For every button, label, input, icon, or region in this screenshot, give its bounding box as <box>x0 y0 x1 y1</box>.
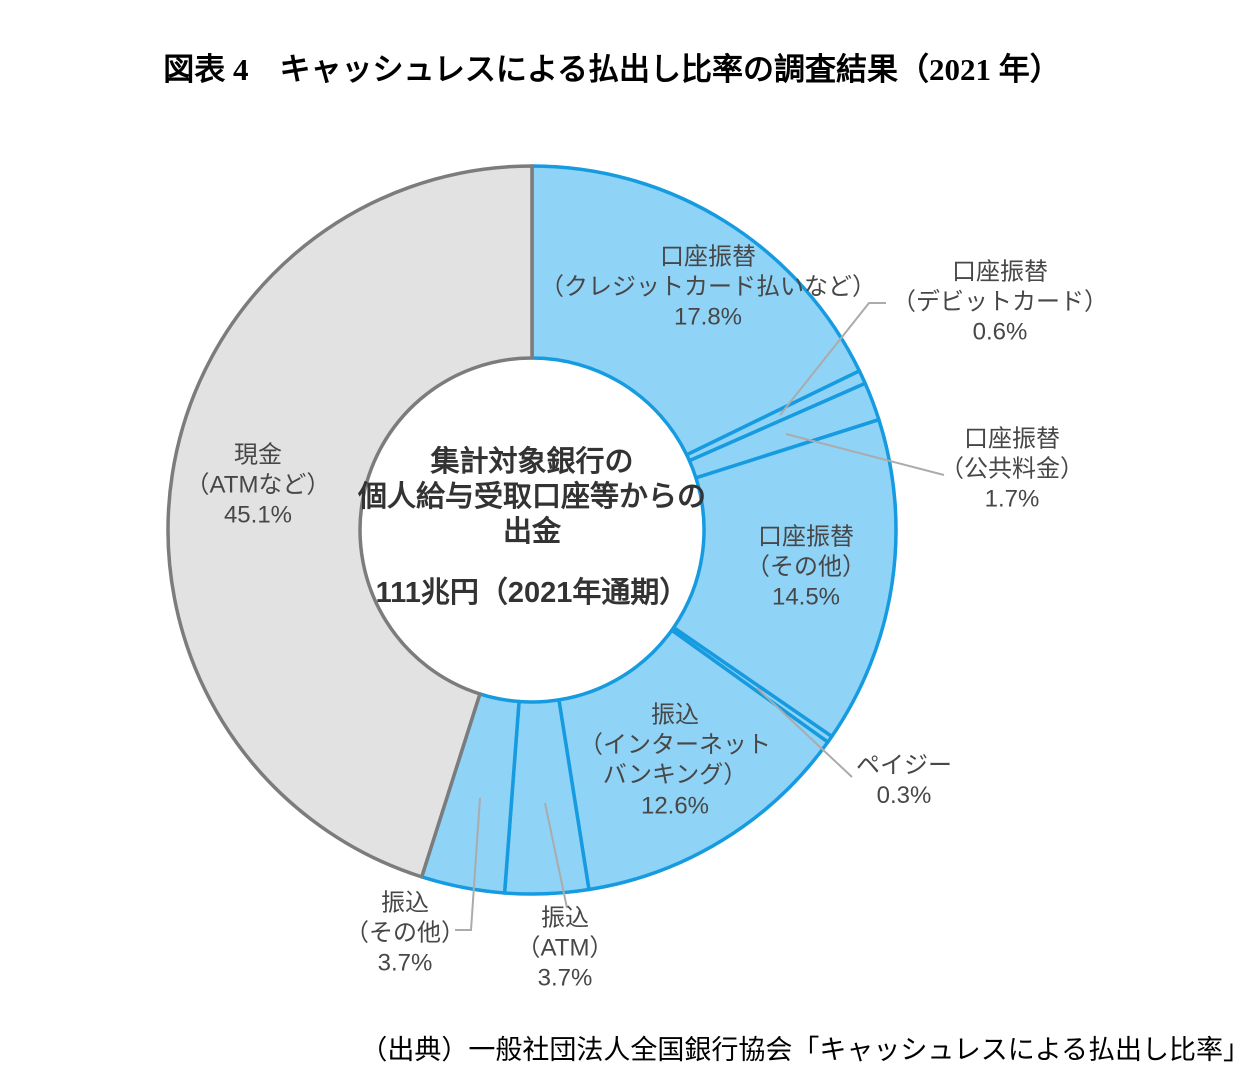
segment-label-payeasy: ペイジー 0.3% <box>856 751 952 811</box>
segment-label-pct: 0.6% <box>972 319 1028 347</box>
source-note: （出典）一般社団法人全国銀行協会「キャッシュレスによる払出し比率」 <box>360 1035 1250 1065</box>
leader-line-furikomi-atm <box>544 802 568 909</box>
segment-label-line: 口座振替 <box>964 425 1060 453</box>
segment-label-line: （その他） <box>345 919 465 947</box>
segment-label-furikomi-atm: 振込 （ATM） 3.7% <box>517 904 614 995</box>
segment-label-line: 口座振替 <box>758 523 854 551</box>
donut-slice-furikomi-net <box>557 628 830 892</box>
donut-center-label: 集計対象銀行の 個人給与受取口座等からの 出金 111兆円（2021年通期） <box>358 445 706 611</box>
leader-line-payeasy <box>756 687 853 778</box>
figure-title: 図表 4 キャッシュレスによる払出し比率の調査結果（2021 年） <box>163 52 1061 87</box>
segment-label-line: ペイジー <box>856 751 952 779</box>
segment-label-pct: 0.3% <box>876 782 932 809</box>
leader-lines <box>455 302 945 931</box>
center-label-total: 111兆円（2021年通期） <box>375 577 689 610</box>
leader-line-kouza-utility <box>785 433 945 476</box>
donut-slice-kouza-credit <box>530 164 862 457</box>
donut-slice-kouza-other <box>671 417 898 739</box>
segment-label-line: （ATMなど） <box>185 471 331 499</box>
segment-label-line: （公共料金） <box>940 455 1084 483</box>
segment-label-line: 振込 <box>540 904 589 932</box>
segment-label-line: 振込 <box>381 889 429 917</box>
segment-label-line: 現金 <box>233 441 282 469</box>
leader-line-kouza-debit <box>779 302 886 416</box>
segment-label-pct: 3.7% <box>537 965 593 993</box>
segment-label-line: 口座振替 <box>660 243 756 271</box>
segment-label-pct: 14.5% <box>771 584 841 612</box>
center-label-line: 集計対象銀行の <box>430 445 634 478</box>
segment-label-line: （その他） <box>746 553 866 581</box>
segment-label-line: 振込 <box>651 701 699 729</box>
segment-label-line: バンキング） <box>602 762 748 789</box>
segment-label-furikomi-other: 振込 （その他） 3.7% <box>345 889 465 980</box>
center-label-line: 個人給与受取口座等からの <box>357 480 707 513</box>
leader-line-furikomi-other <box>455 797 481 931</box>
segment-label-pct: 1.7% <box>984 486 1040 514</box>
segment-label-line: （クレジットカード払いなど） <box>540 273 876 301</box>
segment-label-pct: 45.1% <box>223 502 293 530</box>
segment-label-kouza-debit: 口座振替 （デビットカード） 0.6% <box>892 258 1108 349</box>
segment-label-line: （インターネット <box>579 731 771 759</box>
segment-label-line: 口座振替 <box>952 258 1048 286</box>
segment-label-pct: 17.8% <box>673 304 743 332</box>
segment-label-line: （デビットカード） <box>892 288 1108 316</box>
donut-slice-cash <box>166 164 534 879</box>
segment-label-kouza-utility: 口座振替 （公共料金） 1.7% <box>940 425 1084 516</box>
donut-slices <box>166 164 898 896</box>
segment-label-pct: 3.7% <box>377 950 433 978</box>
segment-label-pct: 12.6% <box>640 792 710 820</box>
segment-label-cash: 現金 （ATMなど） 45.1% <box>186 441 331 532</box>
segment-label-furikomi-net: 振込 （インターネット バンキング） 12.6% <box>579 701 771 822</box>
segment-label-kouza-credit: 口座振替 （クレジットカード払いなど） 17.8% <box>540 243 876 334</box>
segment-label-line: （ATM） <box>516 934 614 962</box>
center-label-line: 出金 <box>502 515 562 548</box>
segment-label-kouza-other: 口座振替 （その他） 14.5% <box>746 523 866 614</box>
